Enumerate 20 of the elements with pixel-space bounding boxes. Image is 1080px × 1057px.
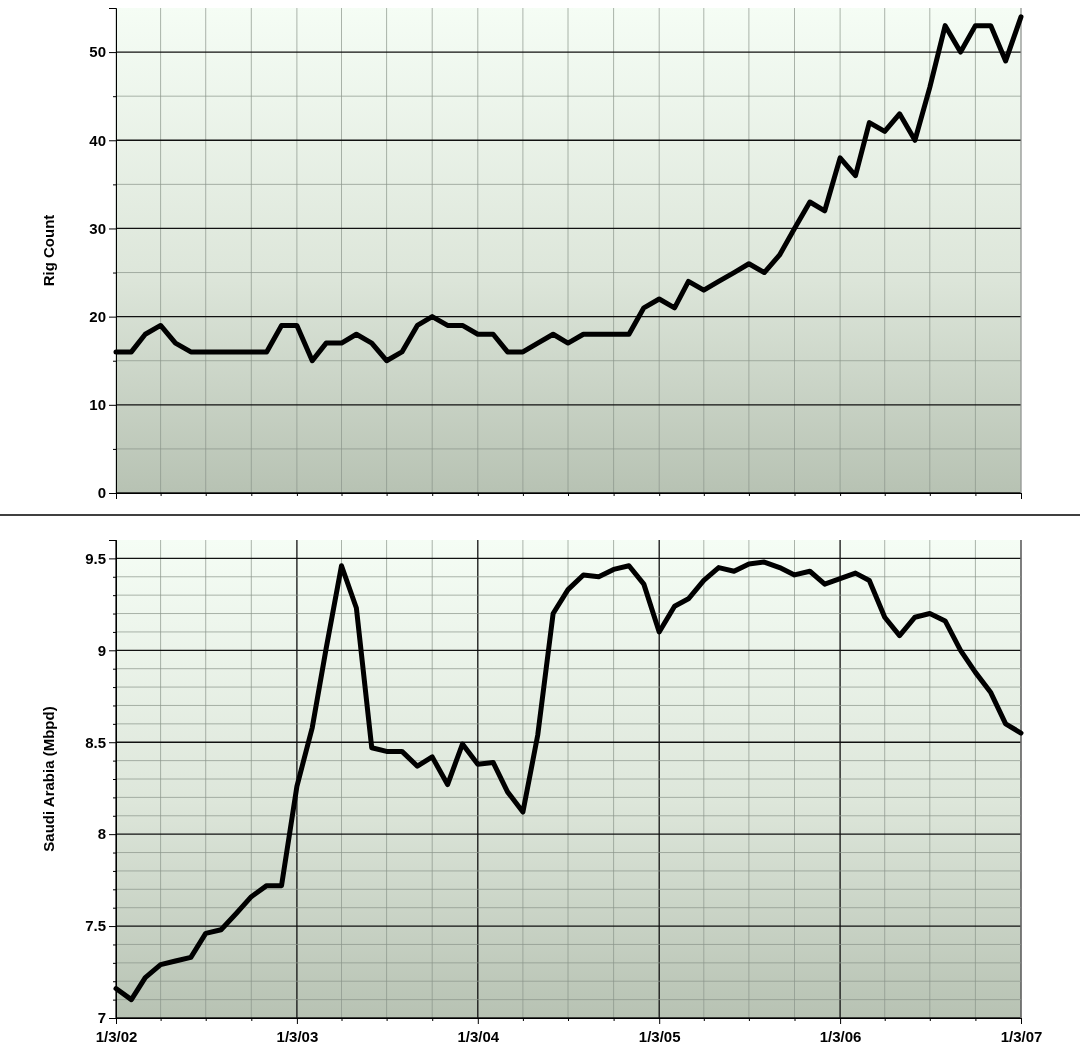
y-axis-title: Saudi Arabia (Mbpd) <box>40 706 57 852</box>
y-tick-label: 30 <box>89 219 106 237</box>
y-axis-title: Rig Count <box>40 214 57 287</box>
y-tick-label: 8 <box>97 825 106 843</box>
x-tick-label: 1/3/06 <box>819 1028 862 1045</box>
y-tick-label: 9 <box>97 641 106 659</box>
y-tick-label: 10 <box>89 396 106 414</box>
y-tick-label: 50 <box>89 43 106 61</box>
x-tick-label: 1/3/02 <box>95 1028 138 1045</box>
x-tick-label: 1/3/07 <box>1000 1028 1043 1045</box>
y-tick-label: 9.5 <box>85 549 106 567</box>
x-tick-label: 1/3/05 <box>638 1028 681 1045</box>
y-tick-label: 40 <box>89 131 106 149</box>
x-tick-label: 1/3/03 <box>276 1028 319 1045</box>
y-tick-label: 7.5 <box>85 917 106 935</box>
y-tick-label: 0 <box>97 484 106 502</box>
x-tick-label: 1/3/04 <box>457 1028 500 1045</box>
y-tick-label: 20 <box>89 307 106 325</box>
y-tick-label: 8.5 <box>85 733 106 751</box>
y-tick-label: 7 <box>97 1009 106 1027</box>
